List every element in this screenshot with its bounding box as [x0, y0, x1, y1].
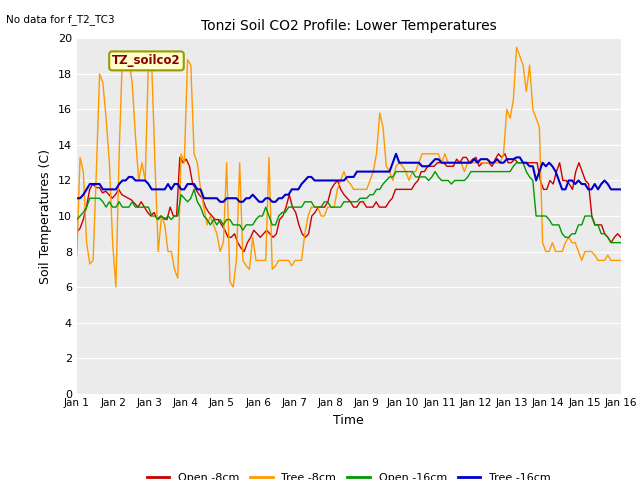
Tree -8cm: [262, 257, 269, 263]
Open -8cm: [150, 210, 158, 216]
Text: TZ_soilco2: TZ_soilco2: [112, 54, 180, 67]
Line: Open -8cm: Open -8cm: [77, 154, 621, 252]
Tree -8cm: [396, 160, 403, 166]
X-axis label: Time: Time: [333, 414, 364, 427]
Open -16cm: [513, 160, 520, 166]
Open -16cm: [607, 240, 615, 246]
Open -16cm: [73, 216, 81, 222]
Tree -8cm: [513, 44, 520, 50]
Open -16cm: [259, 213, 266, 219]
Line: Tree -8cm: Tree -8cm: [77, 47, 621, 287]
Tree -8cm: [386, 168, 394, 174]
Title: Tonzi Soil CO2 Profile: Lower Temperatures: Tonzi Soil CO2 Profile: Lower Temperatur…: [201, 19, 497, 33]
Open -8cm: [337, 186, 344, 192]
Open -16cm: [392, 168, 400, 174]
Open -8cm: [566, 181, 573, 187]
Open -8cm: [363, 204, 371, 210]
Tree -8cm: [174, 275, 182, 281]
Tree -8cm: [617, 257, 625, 263]
Line: Open -16cm: Open -16cm: [77, 163, 621, 243]
Open -16cm: [171, 213, 179, 219]
Open -16cm: [506, 168, 514, 174]
Text: No data for f_T2_TC3: No data for f_T2_TC3: [6, 14, 115, 25]
Legend: Open -8cm, Tree -8cm, Open -16cm, Tree -16cm: Open -8cm, Tree -8cm, Open -16cm, Tree -…: [142, 468, 556, 480]
Y-axis label: Soil Temperatures (C): Soil Temperatures (C): [39, 148, 52, 284]
Open -8cm: [279, 213, 287, 219]
Open -8cm: [241, 249, 248, 254]
Open -8cm: [495, 151, 502, 156]
Open -16cm: [229, 222, 237, 228]
Open -16cm: [617, 240, 625, 246]
Tree -16cm: [617, 186, 625, 192]
Tree -16cm: [232, 195, 240, 201]
Tree -16cm: [216, 199, 224, 204]
Open -16cm: [383, 178, 390, 183]
Tree -16cm: [513, 155, 520, 160]
Tree -16cm: [386, 168, 394, 174]
Tree -16cm: [399, 160, 406, 166]
Open -8cm: [617, 234, 625, 240]
Line: Tree -16cm: Tree -16cm: [77, 154, 621, 202]
Tree -8cm: [232, 257, 240, 263]
Open -8cm: [73, 229, 81, 235]
Tree -16cm: [392, 151, 400, 156]
Tree -16cm: [171, 181, 179, 187]
Tree -8cm: [112, 284, 120, 290]
Tree -8cm: [509, 97, 517, 103]
Open -8cm: [340, 192, 348, 198]
Tree -8cm: [73, 252, 81, 258]
Tree -16cm: [73, 195, 81, 201]
Tree -16cm: [262, 195, 269, 201]
